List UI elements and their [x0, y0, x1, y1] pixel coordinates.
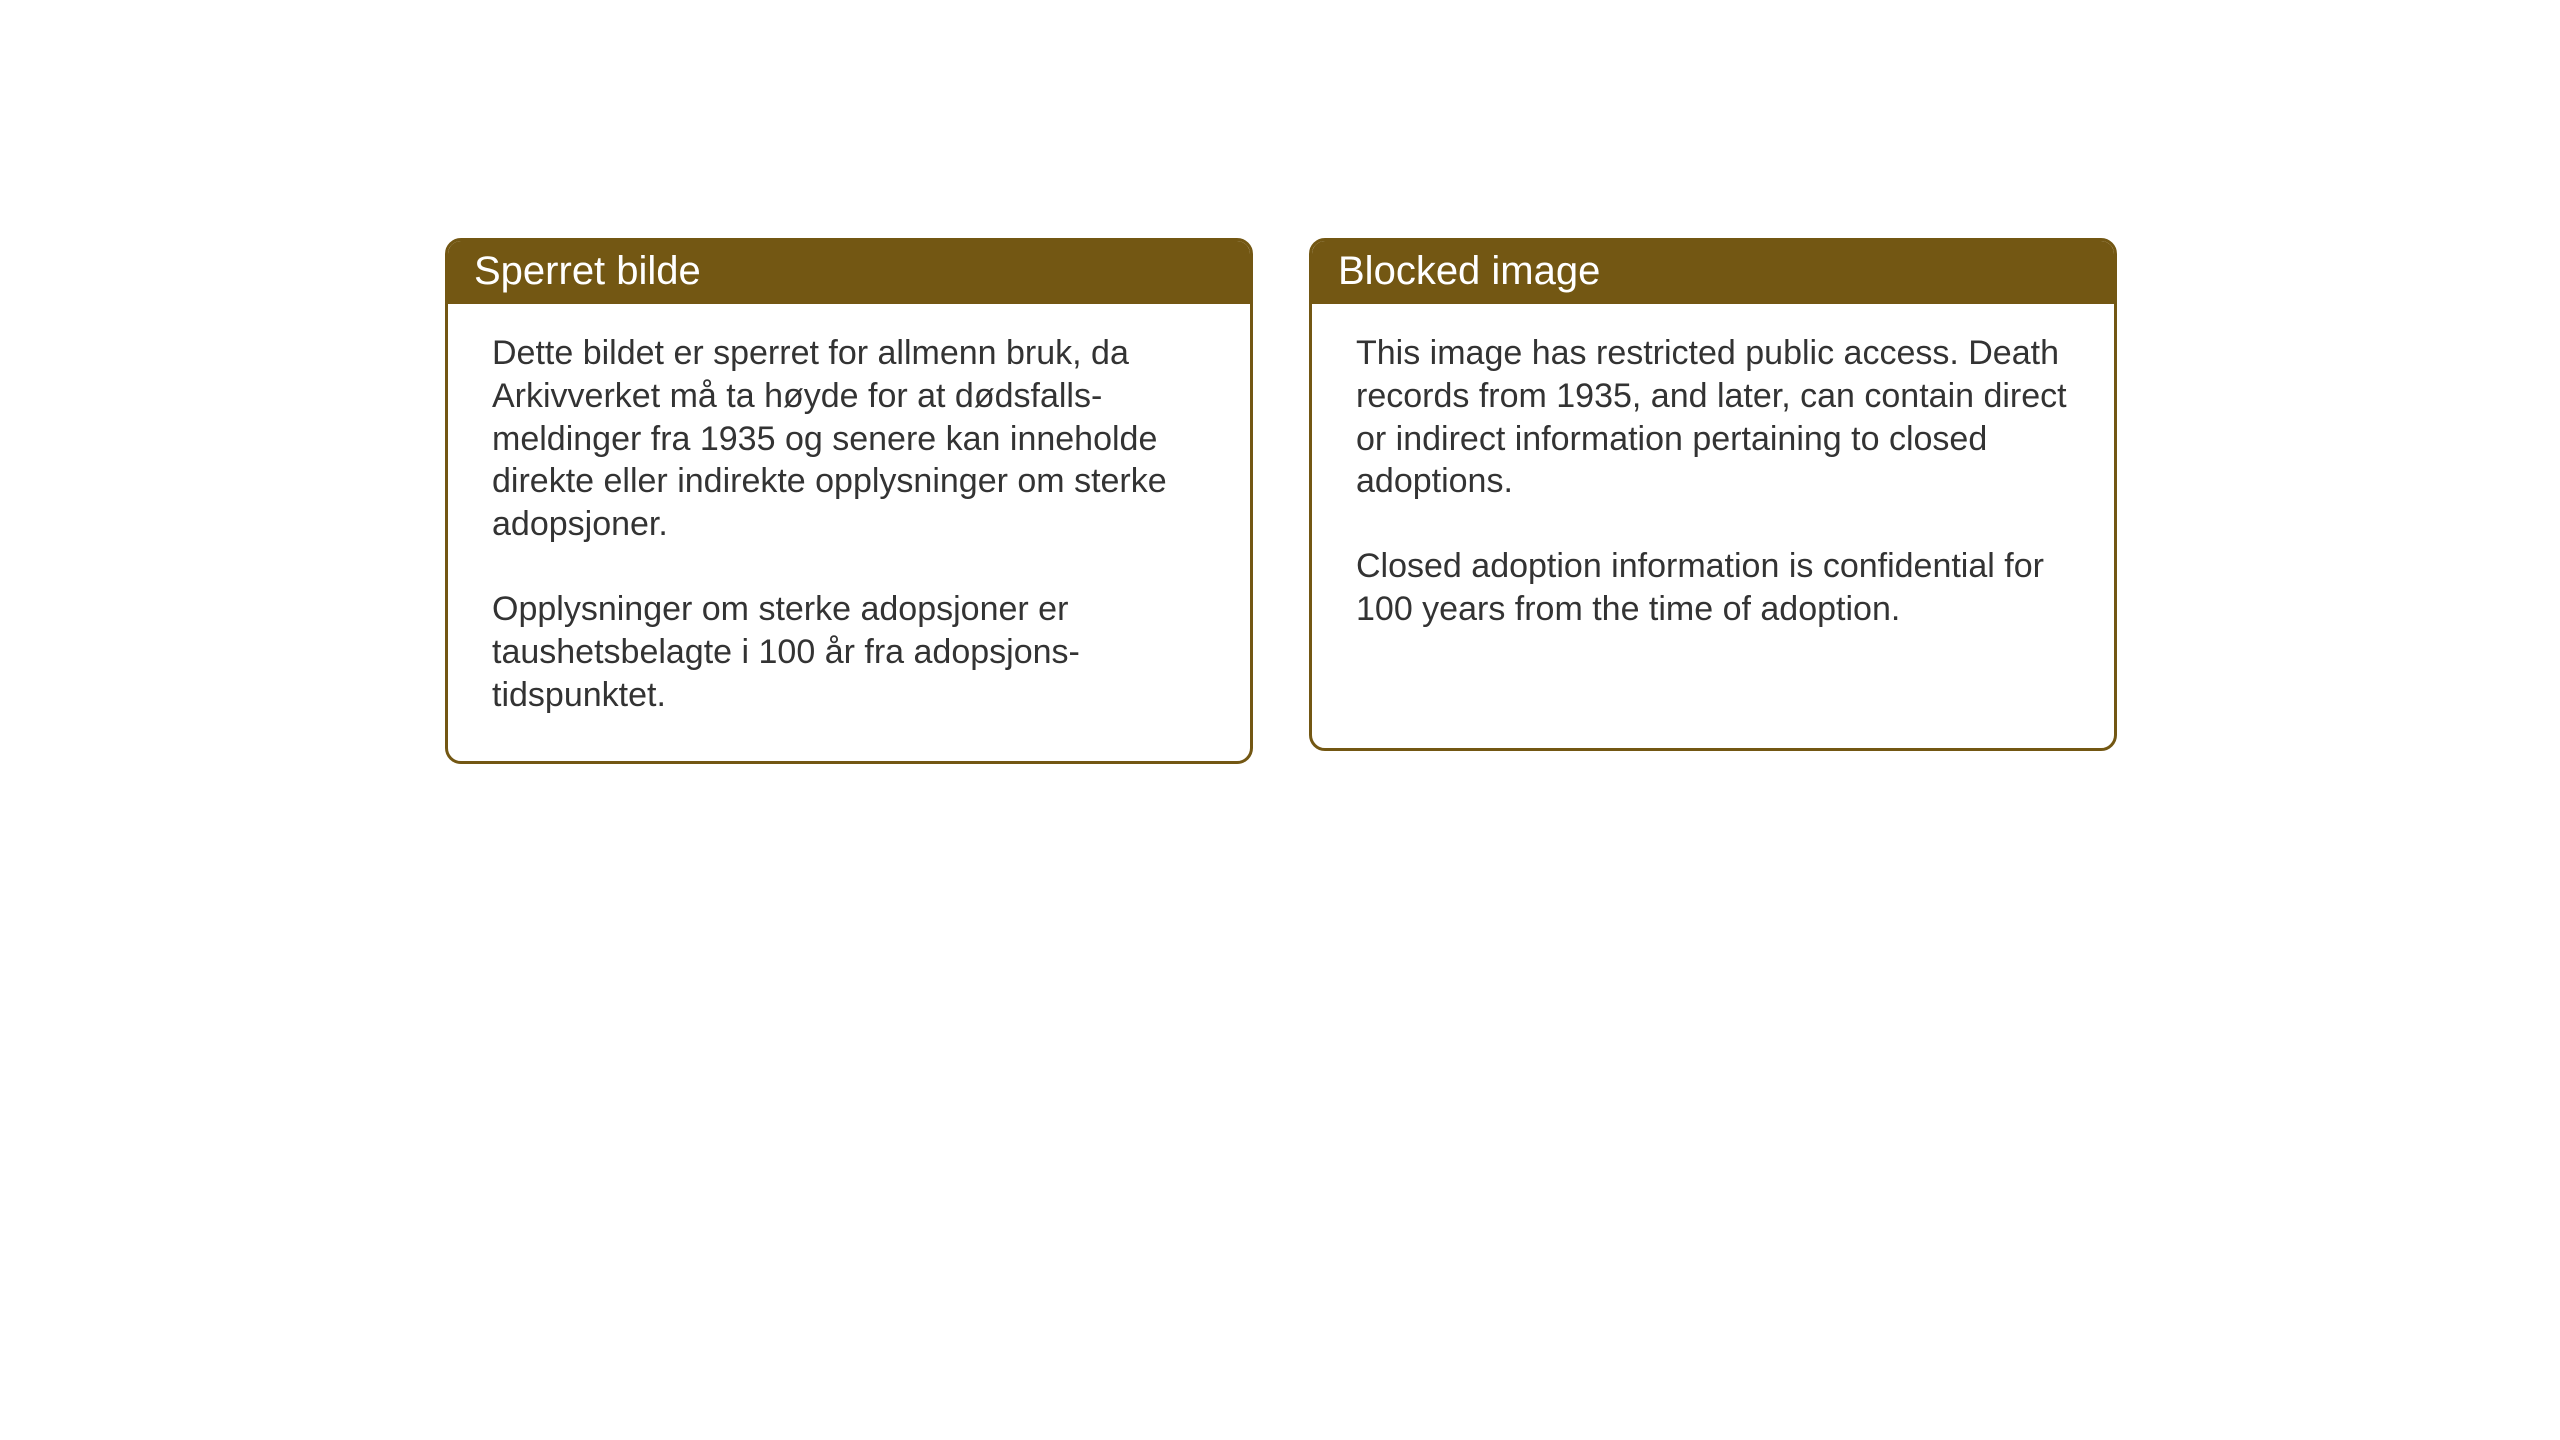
notice-card-norwegian: Sperret bilde Dette bildet er sperret fo…: [445, 238, 1253, 764]
card-title-english: Blocked image: [1338, 249, 1600, 293]
card-body-english: This image has restricted public access.…: [1312, 304, 2114, 675]
card-header-norwegian: Sperret bilde: [448, 241, 1250, 304]
card-paragraph-1-norwegian: Dette bildet er sperret for allmenn bruk…: [492, 332, 1206, 546]
card-body-norwegian: Dette bildet er sperret for allmenn bruk…: [448, 304, 1250, 761]
card-header-english: Blocked image: [1312, 241, 2114, 304]
notice-cards-container: Sperret bilde Dette bildet er sperret fo…: [445, 238, 2560, 764]
card-paragraph-2-norwegian: Opplysninger om sterke adopsjoner er tau…: [492, 588, 1206, 716]
card-paragraph-1-english: This image has restricted public access.…: [1356, 332, 2070, 503]
notice-card-english: Blocked image This image has restricted …: [1309, 238, 2117, 751]
card-title-norwegian: Sperret bilde: [474, 249, 701, 293]
card-paragraph-2-english: Closed adoption information is confident…: [1356, 545, 2070, 631]
